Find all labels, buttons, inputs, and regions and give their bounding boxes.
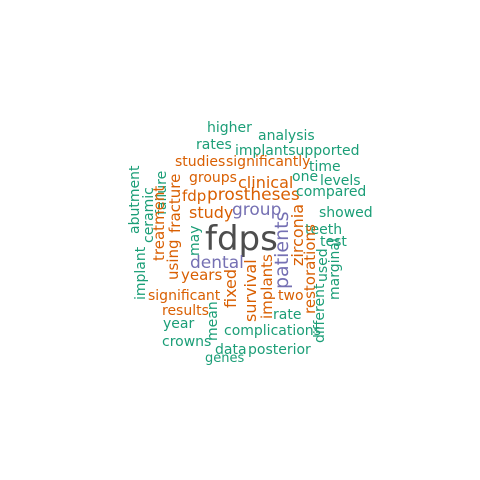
word-implantsupported: implantsupported — [235, 143, 360, 159]
word-teeth: teeth — [305, 222, 343, 238]
word-marginal: marginal — [327, 238, 343, 300]
word-posterior: posterior — [248, 342, 311, 358]
word-rates: rates — [196, 137, 232, 153]
word-significant: significant — [148, 288, 221, 304]
word-two: two — [278, 288, 304, 304]
word-complications: complications — [224, 323, 321, 339]
word-compared: compared — [296, 184, 367, 200]
word-significantly: significantly — [226, 154, 311, 170]
word-year: year — [163, 316, 195, 332]
word-fdp: fdp — [182, 187, 207, 205]
word-study: study — [189, 203, 234, 222]
word-genes: genes — [205, 351, 245, 366]
word-higher: higher — [207, 120, 252, 136]
word-dental: dental — [190, 253, 244, 273]
word-one: one — [292, 169, 319, 185]
word-groups: groups — [189, 170, 237, 186]
word-fdps: fdps — [205, 219, 278, 259]
word-fracture: fracture — [166, 173, 184, 233]
word-showed: showed — [319, 205, 373, 221]
word-years: years — [181, 266, 223, 284]
word-time: time — [309, 159, 341, 175]
word-abutment: abutment — [127, 165, 143, 234]
word-analysis: analysis — [258, 128, 315, 144]
word-data: data — [215, 342, 247, 358]
word-studies: studies — [175, 154, 226, 170]
word-implant: implant — [133, 246, 149, 300]
word-levels: levels — [320, 173, 361, 189]
word-clinical: clinical — [238, 173, 294, 192]
word-crowns: crowns — [162, 334, 212, 350]
word-prostheses: prostheses — [207, 185, 300, 205]
word-rate: rate — [273, 307, 302, 323]
word-group: group — [232, 200, 282, 220]
word-using: using — [164, 239, 182, 280]
word-may: may — [187, 225, 203, 256]
word-survival: survival — [241, 259, 260, 322]
word-test: test — [320, 234, 347, 250]
word-different: different — [312, 283, 328, 343]
word-mean: mean — [205, 301, 221, 341]
word-results: results — [162, 303, 209, 319]
word-fixed: fixed — [221, 268, 240, 308]
